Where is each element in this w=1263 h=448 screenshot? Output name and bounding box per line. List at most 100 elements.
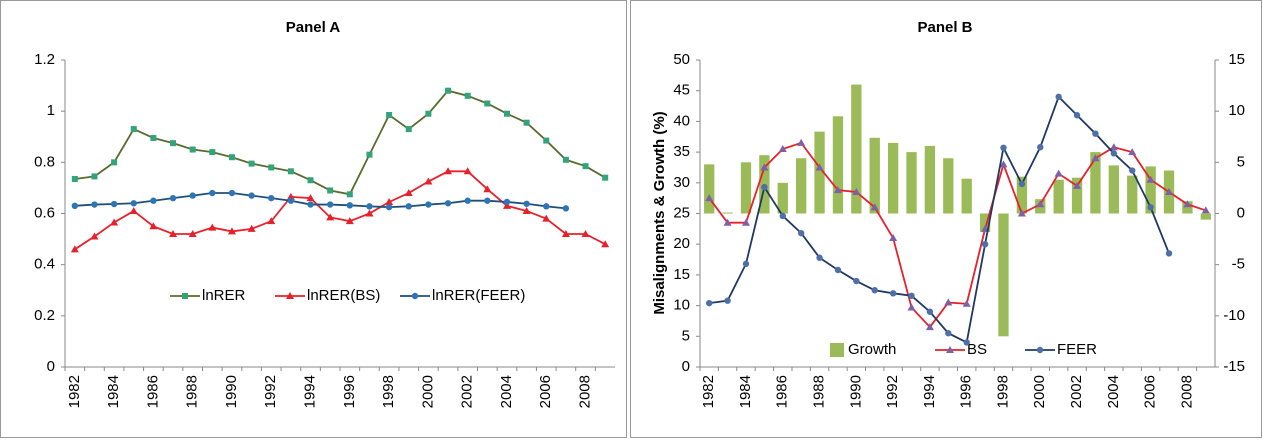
bar [869, 137, 880, 214]
marker [110, 218, 119, 226]
marker [562, 156, 569, 163]
marker [268, 164, 275, 171]
bar [722, 212, 733, 214]
marker [129, 206, 138, 214]
bar [961, 178, 972, 214]
y-tick-label: 0.4 [34, 256, 55, 273]
marker [999, 160, 1008, 168]
marker [833, 186, 842, 194]
marker [228, 154, 235, 161]
marker [130, 126, 137, 133]
x-tick-label: 1984 [105, 375, 122, 408]
y2-tick-label: 10 [1228, 102, 1245, 119]
marker [925, 323, 934, 331]
y-tick-label: 15 [673, 266, 690, 283]
marker [209, 189, 216, 197]
x-tick-label: 1988 [811, 375, 828, 408]
marker [463, 167, 472, 175]
y-tick-label: 0 [47, 358, 55, 375]
marker [1128, 148, 1137, 156]
marker [907, 303, 916, 311]
marker [91, 173, 98, 180]
marker [483, 185, 492, 193]
marker [405, 203, 412, 210]
marker [247, 224, 256, 232]
series-line [708, 141, 1207, 329]
bar [1200, 213, 1211, 220]
marker [946, 346, 954, 353]
legend-label: FEER [1057, 341, 1097, 358]
chart-title: Panel A [286, 19, 341, 36]
marker [503, 110, 510, 117]
x-tick-label: 1994 [921, 375, 938, 408]
bar [1016, 176, 1028, 214]
x-tick-label: 2004 [1105, 375, 1122, 408]
x-tick-label: 2000 [1031, 375, 1048, 408]
marker [779, 212, 786, 220]
y2-tick-label: -15 [1223, 358, 1245, 375]
marker [705, 299, 713, 307]
marker [111, 159, 118, 166]
marker [228, 189, 236, 197]
bar [851, 84, 862, 214]
marker [189, 192, 196, 199]
marker [945, 330, 952, 337]
marker [444, 167, 453, 175]
marker [871, 287, 878, 294]
marker [962, 299, 971, 307]
x-tick-label: 1994 [302, 375, 319, 408]
x-tick-label: 1984 [737, 375, 754, 408]
marker [71, 202, 79, 210]
marker [1129, 167, 1136, 174]
marker [1037, 143, 1044, 151]
marker [778, 145, 787, 153]
marker [1183, 200, 1192, 208]
marker [182, 293, 188, 299]
marker [425, 201, 432, 208]
legend-label: lnRER(BS) [307, 287, 380, 304]
marker [267, 217, 276, 225]
marker [345, 217, 354, 225]
marker [742, 260, 750, 268]
marker [464, 92, 471, 99]
bar [832, 116, 844, 214]
marker [1091, 154, 1100, 162]
series-line [709, 95, 1170, 344]
marker [327, 187, 334, 194]
marker [522, 206, 531, 214]
y2-tick-label: 0 [1237, 204, 1245, 221]
x-tick-label: 2002 [459, 375, 476, 408]
marker [601, 240, 610, 248]
marker [834, 266, 842, 274]
x-tick-label: 1982 [66, 375, 83, 408]
legend-label: lnRER(FEER) [432, 287, 525, 304]
marker [286, 192, 295, 200]
marker [705, 194, 714, 202]
marker [981, 241, 989, 248]
marker [188, 229, 197, 237]
marker [926, 308, 934, 315]
marker [170, 140, 177, 147]
marker [581, 229, 590, 237]
y2-tick-label: 15 [1228, 51, 1245, 68]
marker [268, 194, 275, 202]
marker [889, 290, 897, 297]
legend-label: BS [967, 341, 987, 358]
marker [543, 137, 550, 144]
y-tick-label: 35 [673, 143, 690, 160]
marker [542, 214, 551, 222]
marker [1018, 180, 1026, 188]
marker [963, 339, 970, 346]
bar [1145, 166, 1156, 214]
legend-swatch [830, 343, 844, 357]
marker [425, 110, 432, 117]
y2-tick-label: 5 [1237, 153, 1245, 170]
marker [424, 177, 433, 185]
x-tick-label: 1996 [341, 375, 358, 408]
y-tick-label: 1 [47, 102, 55, 119]
bar [943, 158, 954, 214]
bar [740, 162, 752, 214]
marker [90, 232, 99, 240]
bar [1053, 179, 1064, 214]
